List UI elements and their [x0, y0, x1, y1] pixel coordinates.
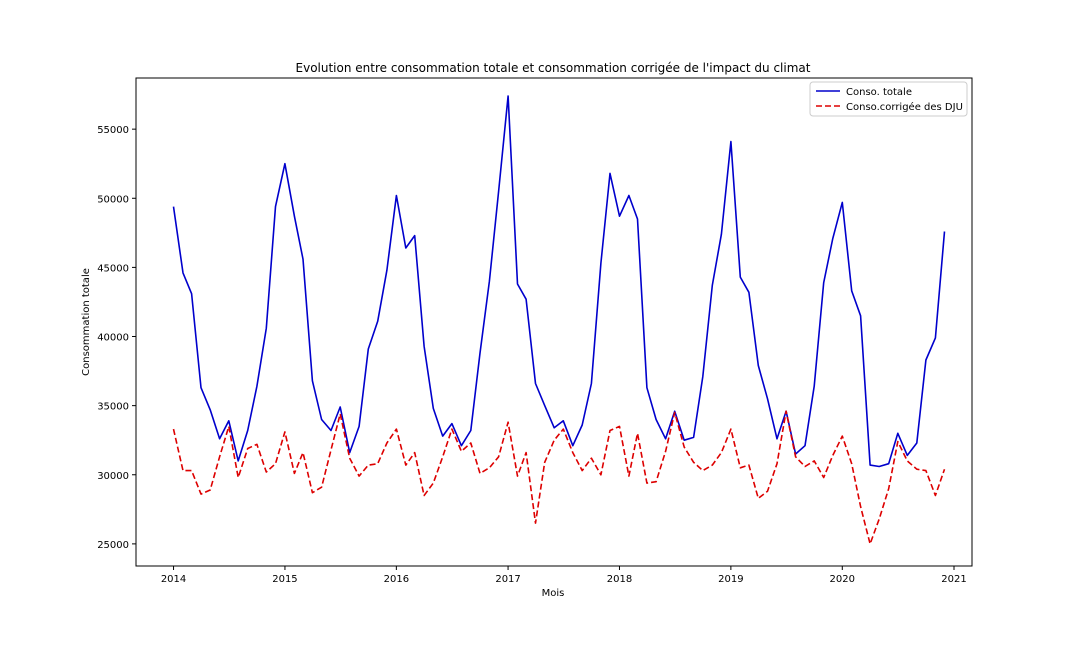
y-tick-label: 40000 — [97, 333, 129, 344]
y-tick-label: 35000 — [97, 402, 129, 413]
x-axis: 2014 2015 2016 2017 2018 2019 2020 2021 — [161, 566, 967, 585]
series-line-conso-corrigee — [172, 410, 946, 545]
legend: Conso. totale Conso.corrigée des DJU — [809, 81, 968, 117]
legend-label-conso-totale: Conso. totale — [846, 87, 912, 98]
x-tick-label: 2021 — [941, 574, 966, 585]
x-axis-label: Mois — [542, 588, 565, 599]
y-tick-label: 30000 — [97, 471, 129, 482]
y-axis: 25000 30000 35000 40000 45000 50000 55000 — [97, 125, 136, 551]
axes-frame — [135, 77, 973, 567]
y-tick-label: 50000 — [97, 194, 129, 205]
y-tick-label: 55000 — [97, 125, 129, 136]
legend-label-conso-corrigee: Conso.corrigée des DJU — [846, 101, 963, 113]
x-tick-label: 2020 — [830, 574, 855, 585]
x-tick-label: 2014 — [161, 574, 186, 585]
chart-title: Evolution entre consommation totale et c… — [296, 61, 811, 75]
legend-box — [809, 81, 968, 117]
y-tick-label: 45000 — [97, 263, 129, 274]
y-axis-label: Consommation totale — [81, 268, 92, 376]
x-tick-label: 2019 — [718, 574, 743, 585]
x-tick-label: 2018 — [607, 574, 632, 585]
plot-area — [172, 95, 946, 545]
x-tick-label: 2016 — [384, 574, 409, 585]
x-tick-label: 2015 — [272, 574, 297, 585]
series-line-conso-totale — [172, 95, 946, 468]
y-tick-label: 25000 — [97, 540, 129, 551]
x-tick-label: 2017 — [495, 574, 520, 585]
